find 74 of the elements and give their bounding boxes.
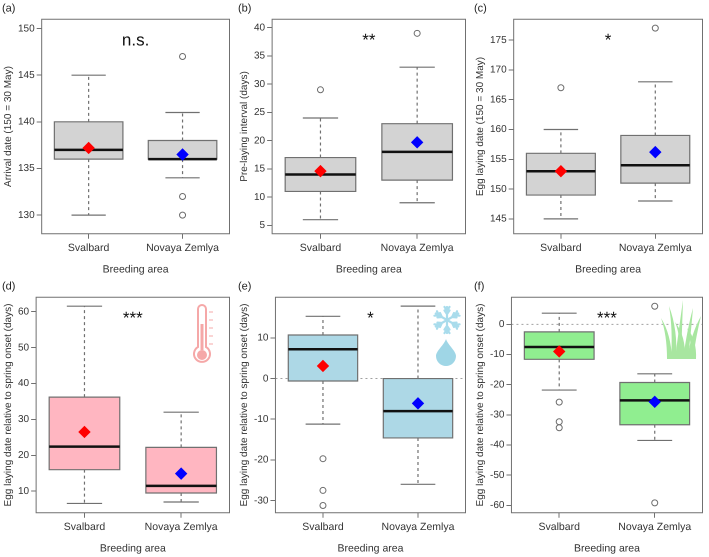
x-tick-label: Svalbard bbox=[538, 520, 580, 533]
y-tick-label: 170 bbox=[490, 64, 508, 76]
x-tick-label: Novaya Zemlya bbox=[380, 242, 454, 254]
y-tick-label: 25 bbox=[254, 107, 266, 118]
annotation: * bbox=[604, 30, 612, 50]
y-tick-label: 160 bbox=[490, 124, 508, 136]
x-tick-label: Novaya Zemlya bbox=[146, 242, 220, 254]
y-tick-label: 40 bbox=[18, 378, 30, 390]
y-tick-label: -60 bbox=[490, 500, 505, 512]
y-tick-label: -20 bbox=[254, 454, 269, 466]
x-tick-label: Svalbard bbox=[540, 242, 582, 254]
x-tick-label: Novaya Zemlya bbox=[382, 520, 455, 533]
y-tick-label: 10 bbox=[254, 192, 266, 203]
y-tick-label: 175 bbox=[490, 34, 508, 46]
y-tick-label: 165 bbox=[490, 94, 508, 106]
chart-title: (b) bbox=[238, 2, 252, 15]
y-axis-title: Egg laying date relative to spring onset (days) bbox=[238, 304, 250, 506]
x-tick-label: Novaya Zemlya bbox=[618, 520, 692, 533]
y-tick-label: 145 bbox=[18, 70, 36, 81]
y-axis-title: Egg laying date relative to spring onset (days) bbox=[2, 304, 14, 506]
y-tick-label: 50 bbox=[18, 342, 30, 354]
x-tick-label: Novaya Zemlya bbox=[618, 242, 692, 254]
x-tick-label: Svalbard bbox=[300, 242, 342, 254]
chart-title: (a) bbox=[2, 2, 16, 15]
y-tick-label: -10 bbox=[254, 414, 269, 425]
chart-title: (c) bbox=[474, 2, 487, 15]
y-tick-label: -20 bbox=[490, 379, 505, 390]
x-tick-label: Svalbard bbox=[64, 520, 106, 533]
y-tick-label: 10 bbox=[257, 332, 269, 344]
y-tick-label: 140 bbox=[18, 116, 36, 128]
y-axis-title: Pre-laying interval (days) bbox=[238, 71, 250, 182]
x-axis-title: Breeding area bbox=[102, 264, 169, 276]
y-tick-label: 150 bbox=[490, 184, 508, 195]
y-tick-label: -30 bbox=[490, 410, 505, 421]
y-tick-label: 30 bbox=[18, 414, 30, 426]
annotation: n.s. bbox=[122, 30, 150, 50]
x-axis-title: Breeding area bbox=[100, 542, 166, 555]
y-tick-label: 155 bbox=[490, 154, 508, 166]
x-axis-title: Breeding area bbox=[575, 264, 642, 276]
annotation: *** bbox=[597, 308, 618, 328]
y-tick-label: 135 bbox=[18, 163, 36, 174]
chart-title: (d) bbox=[2, 280, 16, 293]
y-tick-label: 40 bbox=[254, 22, 266, 34]
y-tick-label: 5 bbox=[260, 220, 266, 232]
y-tick-label: 10 bbox=[18, 486, 30, 497]
y-tick-label: 130 bbox=[18, 210, 36, 221]
y-tick-label: 60 bbox=[18, 306, 30, 318]
x-tick-label: Svalbard bbox=[302, 520, 344, 533]
chart-title: (e) bbox=[238, 280, 252, 293]
y-axis-title: Egg laying date (150 = 30 May) bbox=[474, 56, 486, 196]
annotation: *** bbox=[122, 308, 144, 328]
y-axis-title: Egg laying date relative to spring onset (days) bbox=[474, 304, 486, 506]
y-tick-label: 15 bbox=[254, 164, 266, 175]
annotation: * bbox=[367, 308, 374, 328]
y-tick-label: 0 bbox=[262, 373, 269, 384]
y-tick-label: -10 bbox=[490, 349, 505, 360]
y-tick-label: 0 bbox=[498, 319, 505, 330]
y-tick-label: -40 bbox=[490, 440, 505, 451]
y-tick-label: 20 bbox=[254, 135, 266, 146]
y-tick-label: 145 bbox=[490, 214, 508, 225]
y-tick-label: -50 bbox=[490, 470, 505, 481]
x-tick-label: Svalbard bbox=[68, 242, 110, 254]
x-axis-title: Breeding area bbox=[336, 264, 402, 276]
x-axis-title: Breeding area bbox=[574, 542, 640, 555]
annotation: ** bbox=[362, 30, 376, 50]
y-axis-title: Arrival date (150 = 30 May) bbox=[2, 66, 14, 187]
x-axis-title: Breeding area bbox=[337, 542, 404, 555]
y-tick-label: 20 bbox=[18, 450, 30, 462]
y-tick-label: 150 bbox=[18, 23, 36, 34]
chart-title: (f) bbox=[474, 280, 484, 293]
y-tick-label: -30 bbox=[254, 495, 269, 506]
y-tick-label: 30 bbox=[254, 78, 266, 90]
x-tick-label: Novaya Zemlya bbox=[144, 520, 218, 533]
y-tick-label: 35 bbox=[254, 50, 266, 62]
